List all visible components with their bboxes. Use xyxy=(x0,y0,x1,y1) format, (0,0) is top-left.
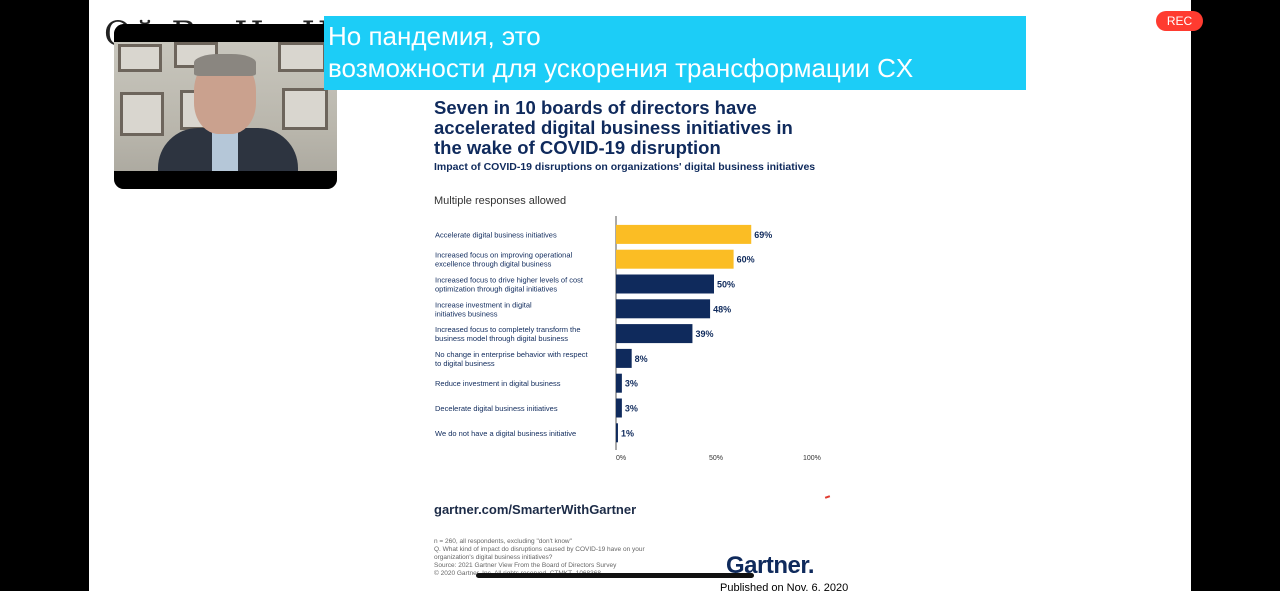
footnotes: n = 260, all respondents, excluding "don… xyxy=(434,538,694,578)
chart-x-tick-label: 50% xyxy=(709,455,723,462)
wall-picture-frame xyxy=(120,92,164,136)
footnote-line: n = 260, all respondents, excluding "don… xyxy=(434,538,572,545)
chart-category-label: to digital business xyxy=(435,359,495,368)
chart-value-label: 60% xyxy=(737,255,755,265)
slide-header: Но пандемия, это возможности для ускорен… xyxy=(324,16,1026,90)
chart-value-label: 1% xyxy=(621,428,634,438)
bar-chart-svg: 69% Accelerate digital business initiativ… xyxy=(435,216,821,462)
speaker-video-tile[interactable] xyxy=(114,24,337,189)
gartner-url: gartner.com/SmarterWithGartner xyxy=(434,502,637,517)
chart-category-label: We do not have a digital business initia… xyxy=(435,429,576,438)
published-date: Published on Nov. 6, 2020 xyxy=(720,582,849,591)
footnote-line: Q. What kind of impact do disruptions ca… xyxy=(434,546,645,553)
chart-value-label: 50% xyxy=(717,280,735,290)
slide-title-line-2: возможности для ускорения трансформации … xyxy=(328,53,914,83)
chart-category-label: Increased focus to completely transform … xyxy=(435,325,581,334)
chart-bar xyxy=(616,373,622,393)
chart-bar xyxy=(616,348,632,368)
footnote-line: Source: 2021 Gartner View From the Board… xyxy=(434,562,617,569)
chart-x-tick-label: 100% xyxy=(803,455,821,462)
chart-bar xyxy=(616,299,711,319)
chart-value-label: 3% xyxy=(625,379,638,389)
infographic-note: Multiple responses allowed xyxy=(434,195,567,207)
chart-category-label: Increased focus to drive higher levels o… xyxy=(435,276,584,285)
wall-picture-frame xyxy=(118,44,162,72)
chart-value-label: 8% xyxy=(635,354,648,364)
chart-bar xyxy=(616,324,693,344)
wall-picture-frame xyxy=(282,88,328,130)
infographic-subtitle: Impact of COVID-19 disruptions on organi… xyxy=(434,161,816,173)
chart-bar xyxy=(616,398,622,418)
chart-category-label: excellence through digital business xyxy=(435,260,552,269)
chart-bar xyxy=(616,249,734,269)
chart-x-tick-label: 0% xyxy=(616,455,626,462)
chart-value-label: 69% xyxy=(754,230,772,240)
infographic-title: Seven in 10 boards of directors have acc… xyxy=(434,97,793,158)
chart-value-label: 48% xyxy=(713,304,731,314)
gartner-infographic: Seven in 10 boards of directors have acc… xyxy=(434,98,854,591)
footnote-line: organization's digital business initiati… xyxy=(434,554,553,561)
chart-value-label: 3% xyxy=(625,404,638,414)
recording-badge[interactable]: REC xyxy=(1156,11,1203,31)
wall-picture-frame xyxy=(278,42,326,72)
chart-bar xyxy=(616,224,752,244)
bar-chart: 69% Accelerate digital business initiativ… xyxy=(434,216,854,466)
home-indicator-bar[interactable] xyxy=(476,573,754,578)
chart-category-label: Reduce investment in digital business xyxy=(435,379,561,388)
chart-category-label: Increased focus on improving operational xyxy=(435,251,572,260)
chart-category-label: Decelerate digital business initiatives xyxy=(435,404,558,413)
speaker-shirt xyxy=(212,128,238,178)
slide-title-line-1: Но пандемия, это xyxy=(328,21,541,51)
chart-category-label: business model through digital business xyxy=(435,334,568,343)
chart-value-label: 39% xyxy=(695,329,713,339)
chart-category-label: Increase investment in digital xyxy=(435,300,532,309)
chart-category-label: Accelerate digital business initiatives xyxy=(435,230,557,239)
chart-bar xyxy=(616,423,618,443)
chart-category-label: initiatives business xyxy=(435,309,498,318)
video-top-bar xyxy=(114,24,337,42)
chart-category-label: No change in enterprise behavior with re… xyxy=(435,350,589,359)
speaker-hair xyxy=(194,54,256,76)
chart-category-label: optimization through digital initiatives xyxy=(435,285,557,294)
red-accent-mark xyxy=(824,495,831,499)
chart-bar xyxy=(616,274,714,294)
video-bottom-bar xyxy=(114,171,337,189)
